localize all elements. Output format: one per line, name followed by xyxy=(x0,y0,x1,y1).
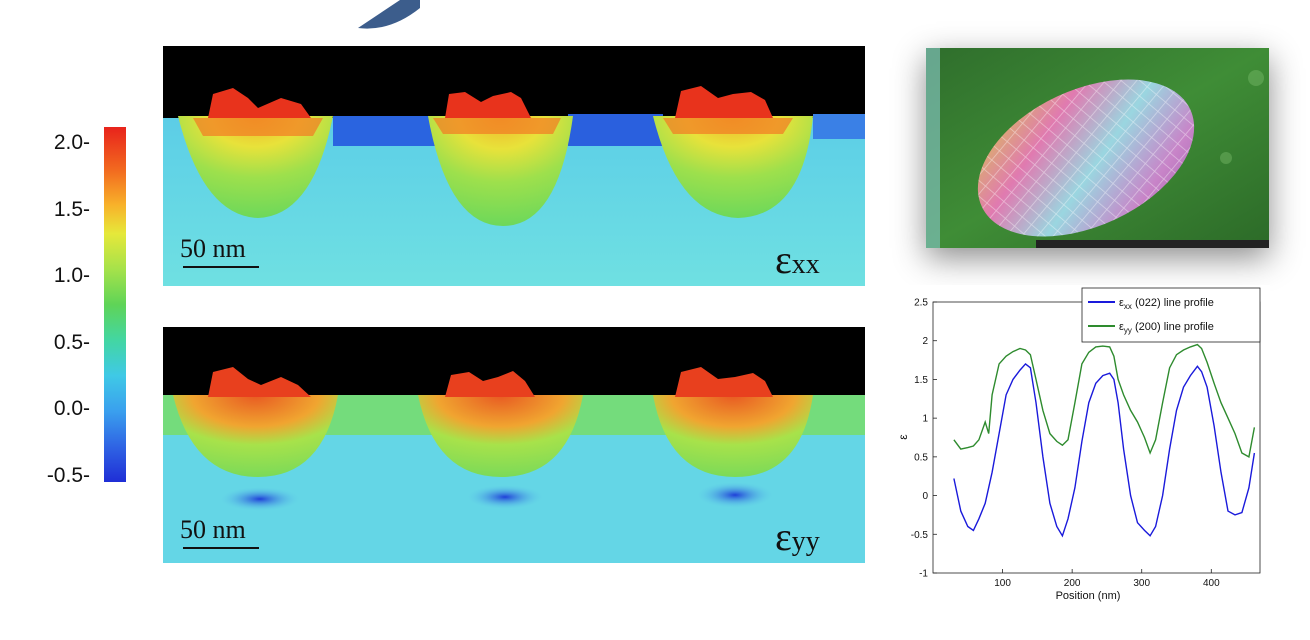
scale-bar-label: 50 nm xyxy=(180,234,246,263)
colorbar-tick: -0.5- xyxy=(46,464,90,487)
y-tick-label: 0.5 xyxy=(914,452,928,463)
strain-map-exx: 50 nm εxx xyxy=(163,46,865,286)
strain-label-exx: εxx xyxy=(775,237,820,282)
x-tick-label: 400 xyxy=(1203,578,1220,589)
y-tick-label: 2 xyxy=(922,336,928,347)
chart-legend: εxx (022) line profile εyy (200) line pr… xyxy=(1081,287,1261,343)
wafer-photo xyxy=(926,48,1269,248)
colorbar-tick: 1.5- xyxy=(53,198,90,221)
y-tick-label: 2.5 xyxy=(914,298,928,309)
scale-bar xyxy=(183,266,259,268)
colorbar-tick: 0.0- xyxy=(53,397,90,420)
y-tick-label: 1.5 xyxy=(914,375,928,386)
x-tick-label: 100 xyxy=(994,578,1011,589)
strain-map-eyy: 50 nm εyy xyxy=(163,327,865,563)
series-line-eyy xyxy=(953,343,1256,458)
colorbar-tick: 2.0- xyxy=(53,131,90,154)
colorbar-tick: 0.5- xyxy=(53,331,90,354)
series-line-exx xyxy=(953,362,1256,538)
x-tick-label: 200 xyxy=(1064,578,1081,589)
strain-colorbar xyxy=(104,127,126,482)
y-tick-label: -1 xyxy=(919,569,928,580)
x-axis-label: Position (nm) xyxy=(1056,590,1121,602)
line-profile-chart: 100 200 300 400 -1 -0.5 0 0.5 1 1.5 2 2.5 Position … xyxy=(875,285,1270,635)
scale-bar xyxy=(183,547,259,549)
decorative-corner-shape xyxy=(358,0,420,29)
y-tick-label: 1 xyxy=(922,414,928,425)
legend-entry-exx: εxx (022) line profile xyxy=(1119,297,1214,311)
y-tick-label: -0.5 xyxy=(911,530,929,541)
x-tick-label: 300 xyxy=(1133,578,1150,589)
colorbar-tick: 1.0- xyxy=(53,264,90,287)
strain-label-eyy: εyy xyxy=(775,514,820,559)
scale-bar-label: 50 nm xyxy=(180,515,246,544)
y-axis-label: ε xyxy=(896,434,910,440)
legend-entry-eyy: εyy (200) line profile xyxy=(1119,321,1214,335)
y-tick-label: 0 xyxy=(922,491,928,502)
